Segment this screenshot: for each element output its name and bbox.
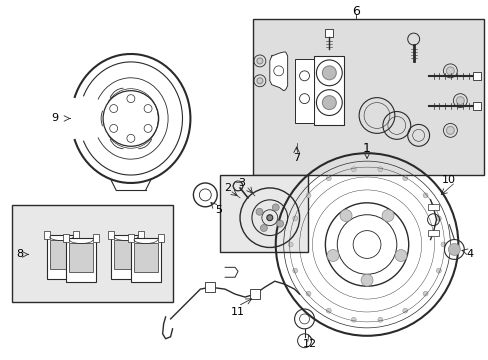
Bar bbox=[325, 29, 333, 37]
Bar bbox=[73, 231, 79, 239]
Circle shape bbox=[350, 317, 356, 322]
Circle shape bbox=[322, 96, 336, 109]
Circle shape bbox=[325, 308, 331, 313]
Bar bbox=[427, 230, 439, 235]
Circle shape bbox=[455, 96, 463, 105]
Bar bbox=[43, 231, 49, 239]
Text: 12: 12 bbox=[302, 339, 316, 349]
Bar bbox=[46, 235, 76, 279]
Circle shape bbox=[287, 242, 292, 247]
Bar bbox=[114, 239, 138, 269]
Circle shape bbox=[377, 317, 382, 322]
Circle shape bbox=[305, 291, 310, 296]
Polygon shape bbox=[269, 52, 287, 91]
Bar bbox=[93, 234, 99, 242]
Circle shape bbox=[325, 176, 331, 181]
Text: 5: 5 bbox=[214, 205, 221, 215]
Circle shape bbox=[292, 268, 297, 273]
Bar bbox=[63, 234, 69, 242]
Circle shape bbox=[446, 126, 453, 134]
Text: 10: 10 bbox=[441, 175, 454, 185]
Circle shape bbox=[360, 274, 372, 286]
Bar bbox=[472, 102, 480, 109]
Circle shape bbox=[377, 167, 382, 172]
Bar bbox=[69, 243, 93, 272]
Circle shape bbox=[402, 308, 407, 313]
Bar bbox=[427, 204, 439, 210]
Circle shape bbox=[435, 216, 441, 221]
Circle shape bbox=[440, 242, 445, 247]
Text: 6: 6 bbox=[351, 5, 359, 18]
Circle shape bbox=[422, 193, 427, 198]
Bar bbox=[12, 205, 172, 302]
Text: 3: 3 bbox=[238, 178, 245, 188]
Circle shape bbox=[276, 220, 283, 227]
Circle shape bbox=[422, 291, 427, 296]
Text: 8: 8 bbox=[16, 249, 23, 260]
Bar bbox=[314, 56, 344, 125]
Text: 1: 1 bbox=[363, 142, 370, 155]
Text: 4: 4 bbox=[466, 249, 473, 260]
Text: 2: 2 bbox=[224, 183, 231, 193]
Bar bbox=[138, 231, 143, 239]
Circle shape bbox=[256, 208, 263, 215]
Text: 7: 7 bbox=[292, 153, 300, 163]
Bar bbox=[249, 289, 259, 299]
Bar bbox=[472, 72, 480, 80]
Bar bbox=[157, 234, 163, 242]
Circle shape bbox=[326, 249, 338, 261]
Bar bbox=[220, 175, 307, 252]
Bar bbox=[131, 238, 161, 282]
Circle shape bbox=[446, 67, 453, 75]
Polygon shape bbox=[224, 267, 238, 277]
Circle shape bbox=[339, 210, 351, 221]
Circle shape bbox=[435, 268, 441, 273]
Text: 11: 11 bbox=[230, 307, 244, 317]
Circle shape bbox=[256, 58, 263, 64]
Bar bbox=[205, 282, 215, 292]
Circle shape bbox=[305, 193, 310, 198]
Circle shape bbox=[260, 225, 267, 231]
Bar bbox=[49, 239, 73, 269]
Circle shape bbox=[256, 78, 263, 84]
Circle shape bbox=[322, 66, 336, 80]
Circle shape bbox=[402, 176, 407, 181]
Bar bbox=[111, 235, 141, 279]
Circle shape bbox=[292, 216, 297, 221]
Bar bbox=[134, 243, 157, 272]
Text: 9: 9 bbox=[51, 113, 58, 123]
Circle shape bbox=[381, 210, 393, 221]
Bar bbox=[252, 19, 483, 175]
Circle shape bbox=[447, 243, 459, 255]
Circle shape bbox=[350, 167, 356, 172]
Bar bbox=[108, 231, 114, 239]
Bar bbox=[66, 238, 96, 282]
Bar bbox=[294, 59, 314, 123]
Circle shape bbox=[272, 204, 279, 211]
Bar bbox=[128, 234, 134, 242]
Circle shape bbox=[394, 249, 406, 261]
Circle shape bbox=[266, 215, 272, 221]
